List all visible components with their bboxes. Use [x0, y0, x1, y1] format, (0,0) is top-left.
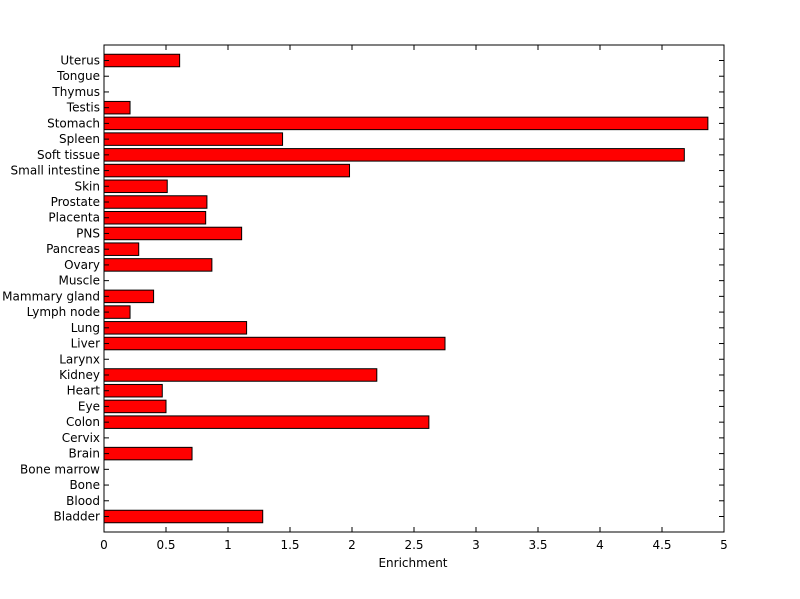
- ticks-group: [103, 45, 725, 532]
- bar-pancreas: [103, 242, 140, 256]
- y-tick-label: Prostate: [51, 195, 100, 209]
- x-tick-labels: 0 0.5 1 1.5 2 2.5 3 3.5 4 4.5 5: [100, 538, 728, 552]
- x-tick-label: 1: [224, 538, 232, 552]
- y-tick-label: Muscle: [58, 274, 100, 288]
- y-tick-label: Bladder: [54, 510, 101, 524]
- bar-stomach: [103, 116, 709, 131]
- y-tick-label: Placenta: [48, 211, 100, 225]
- y-tick-label: Heart: [67, 384, 101, 398]
- y-tick-label: Stomach: [47, 116, 100, 130]
- bar-soft-tissue: [103, 148, 685, 162]
- bar-eye: [103, 399, 167, 414]
- x-tick-label: 1.5: [280, 538, 299, 552]
- y-tick-label: Spleen: [59, 132, 100, 146]
- y-tick-label: Mammary gland: [2, 289, 100, 303]
- y-tick-label: Brain: [69, 447, 100, 461]
- bar-placenta: [103, 210, 207, 225]
- y-tick-label: Ovary: [64, 258, 100, 272]
- y-tick-label: Bone marrow: [20, 462, 100, 476]
- bar-heart: [103, 383, 163, 398]
- y-tick-label: Thymus: [51, 85, 100, 99]
- x-tick-label: 3: [472, 538, 480, 552]
- y-tick-label: Skin: [74, 179, 100, 193]
- y-tick-label: Eye: [78, 399, 100, 413]
- y-tick-label: Kidney: [59, 368, 100, 382]
- x-tick-label: 4: [596, 538, 604, 552]
- y-tick-label: Colon: [66, 415, 100, 429]
- bar-liver: [103, 336, 446, 351]
- x-tick-label: 0.5: [156, 538, 175, 552]
- plot-frame: [103, 44, 725, 533]
- y-tick-label: Soft tissue: [37, 148, 100, 162]
- bar-uterus: [103, 53, 181, 68]
- y-tick-label: Liver: [71, 337, 101, 351]
- bar-prostate: [103, 195, 208, 209]
- bar-ovary: [103, 258, 213, 272]
- x-tick-label: 2: [348, 538, 356, 552]
- bar-pns: [103, 226, 243, 241]
- x-tick-label: 2.5: [404, 538, 423, 552]
- y-tick-label: Larynx: [59, 352, 100, 366]
- x-tick-label: 0: [100, 538, 108, 552]
- bar-kidney: [103, 368, 378, 382]
- bar-spleen: [103, 132, 284, 146]
- bar-skin: [103, 179, 168, 194]
- x-tick-label: 3.5: [528, 538, 547, 552]
- y-tick-label: Pancreas: [46, 242, 100, 256]
- y-tick-label: Tongue: [56, 69, 100, 83]
- y-tick-label: PNS: [76, 226, 100, 240]
- y-tick-label: Small intestine: [11, 164, 100, 178]
- y-tick-label: Cervix: [62, 431, 100, 445]
- y-tick-label: Uterus: [60, 54, 100, 68]
- bar-colon: [103, 415, 430, 429]
- y-tick-label: Blood: [66, 494, 100, 508]
- y-tick-label: Bone: [69, 478, 100, 492]
- bar-brain: [103, 446, 193, 461]
- x-tick-label: 5: [720, 538, 728, 552]
- bar-lung: [103, 321, 248, 335]
- bar-mammary-gland: [103, 289, 155, 304]
- y-tick-label: Lymph node: [27, 305, 100, 319]
- bar-small-intestine: [103, 163, 351, 178]
- bar-bladder: [103, 509, 264, 524]
- y-tick-label: Testis: [66, 101, 100, 115]
- y-tick-label: Lung: [71, 321, 100, 335]
- x-tick-label: 4.5: [652, 538, 671, 552]
- x-axis-title: Enrichment: [378, 556, 447, 570]
